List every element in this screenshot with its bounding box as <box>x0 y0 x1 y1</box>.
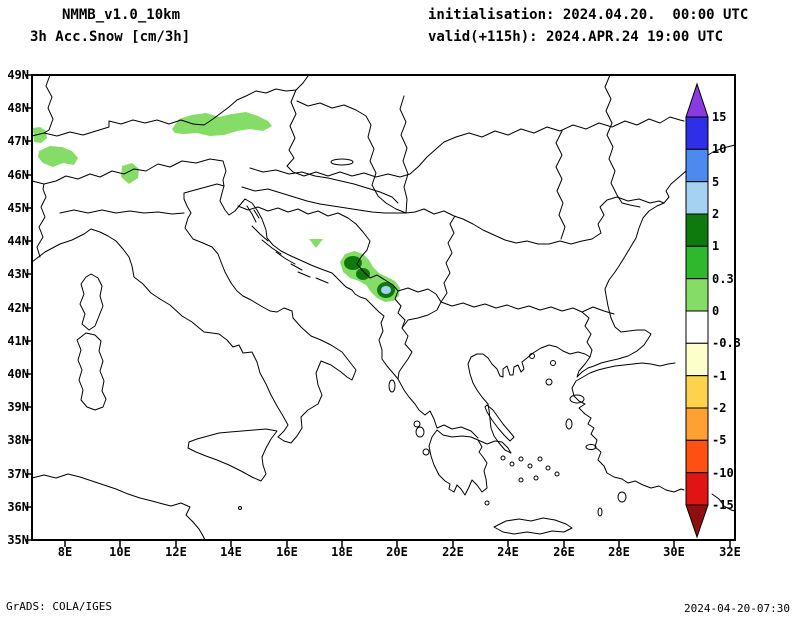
colorbar-segment <box>685 116 709 150</box>
snow-patch <box>121 163 139 184</box>
lon-tick-label: 26E <box>553 545 575 559</box>
lat-tick-label: 46N <box>7 168 29 182</box>
colorbar-arrow-bottom <box>685 504 709 539</box>
colorbar-label: 5 <box>712 175 720 189</box>
colorbar-label: 0.3 <box>712 272 734 286</box>
lon-tick-label: 20E <box>386 545 408 559</box>
colorbar-segment <box>685 278 709 312</box>
colorbar-label: -0.3 <box>712 336 741 350</box>
valid-time-label: valid(+115h): 2024.APR.24 19:00 UTC <box>428 29 724 45</box>
lat-tick-label: 49N <box>7 68 29 82</box>
colorbar-label: -5 <box>712 433 727 447</box>
lat-tick-label: 35N <box>7 533 29 547</box>
snow-patch <box>172 112 272 136</box>
colorbar <box>685 82 709 539</box>
colorbar-label: -1 <box>712 369 727 383</box>
snow-patch <box>33 127 47 143</box>
lat-tick-label: 44N <box>7 234 29 248</box>
colorbar-label: 15 <box>712 110 727 124</box>
snow-shading <box>33 112 400 302</box>
map-frame <box>31 74 736 541</box>
lat-tick-label: 48N <box>7 101 29 115</box>
model-title: NMMB_v1.0_10km <box>62 7 181 23</box>
lon-tick-label: 10E <box>109 545 131 559</box>
lat-tick-label: 36N <box>7 500 29 514</box>
lon-tick-label: 32E <box>719 545 741 559</box>
lat-tick-label: 43N <box>7 267 29 281</box>
colorbar-segment <box>685 342 709 377</box>
axis-ticks <box>25 74 731 547</box>
lon-tick-label: 8E <box>57 545 73 559</box>
snow-patch-core <box>356 268 370 280</box>
grads-watermark: GrADS: COLA/IGES <box>6 600 112 613</box>
colorbar-segment <box>685 472 709 506</box>
lon-tick-label: 12E <box>165 545 187 559</box>
lat-tick-label: 39N <box>7 400 29 414</box>
init-time-label: initialisation: 2024.04.20. 00:00 UTC <box>428 7 749 23</box>
snow-patch-core <box>344 256 362 270</box>
product-title: 3h Acc.Snow [cm/3h] <box>30 29 191 45</box>
lon-tick-label: 24E <box>497 545 519 559</box>
colorbar-segment <box>685 439 709 474</box>
snow-patch <box>309 239 323 248</box>
lon-tick-label: 18E <box>331 545 353 559</box>
colorbar-label: 1 <box>712 239 720 253</box>
colorbar-segment <box>685 148 709 183</box>
lat-tick-label: 38N <box>7 433 29 447</box>
lat-tick-label: 37N <box>7 467 29 481</box>
lat-tick-label: 45N <box>7 201 29 215</box>
snow-patch-max <box>381 286 391 294</box>
coastlines <box>31 144 736 541</box>
lat-tick-label: 47N <box>7 134 29 148</box>
lon-tick-label: 28E <box>608 545 630 559</box>
rivers <box>59 95 665 245</box>
colorbar-label: 0 <box>712 304 720 318</box>
lat-tick-label: 42N <box>7 301 29 315</box>
lat-tick-label: 40N <box>7 367 29 381</box>
creation-timestamp: 2024-04-20-07:30 <box>684 602 790 615</box>
lon-tick-label: 30E <box>663 545 685 559</box>
colorbar-segment <box>685 213 709 247</box>
colorbar-segment <box>685 375 709 409</box>
lon-tick-label: 22E <box>442 545 464 559</box>
colorbar-label: -15 <box>712 498 734 512</box>
lat-tick-label: 41N <box>7 334 29 348</box>
colorbar-label: 2 <box>712 207 720 221</box>
colorbar-segment <box>685 181 709 215</box>
lon-tick-label: 14E <box>220 545 242 559</box>
colorbar-label: -10 <box>712 466 734 480</box>
snow-patch <box>38 146 78 167</box>
colorbar-segment <box>685 310 709 344</box>
colorbar-segment <box>685 245 709 280</box>
colorbar-label: -2 <box>712 401 727 415</box>
country-borders <box>31 74 685 380</box>
lon-tick-label: 16E <box>276 545 298 559</box>
colorbar-label: 10 <box>712 142 727 156</box>
colorbar-arrow-top <box>685 82 709 118</box>
colorbar-segment <box>685 407 709 441</box>
